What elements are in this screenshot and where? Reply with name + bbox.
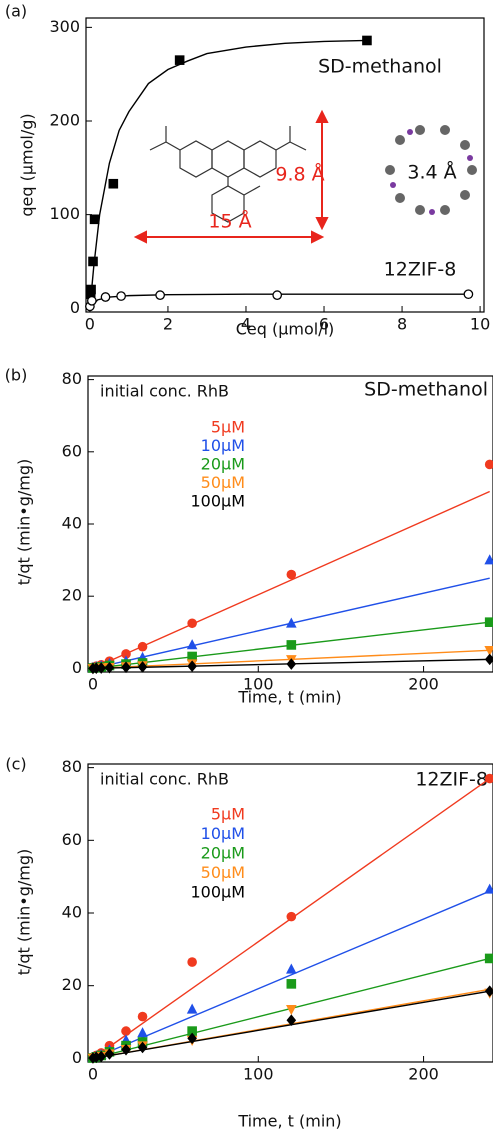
x-tick-label: 2	[163, 315, 173, 334]
y-axis-label: t/qt (min•g/mg)	[15, 459, 34, 586]
y-tick-label: 60	[62, 441, 82, 460]
series-label: 12ZIF-8	[384, 259, 457, 281]
plot-frame	[88, 376, 493, 672]
x-tick-label: 200	[408, 1065, 439, 1084]
series-label: SD-methanol	[318, 56, 442, 78]
data-point	[485, 985, 493, 997]
legend-entry: 100μM	[190, 883, 245, 902]
y-tick-label: 100	[49, 204, 80, 223]
panel-label: (c)	[5, 755, 26, 774]
data-point	[485, 617, 493, 627]
data-point	[287, 979, 297, 989]
data-point	[485, 460, 493, 470]
data-point	[287, 912, 297, 922]
x-tick-label: 100	[243, 1065, 274, 1084]
data-point	[485, 654, 493, 666]
data-point	[101, 293, 109, 301]
x-axis-label: Time, t (min)	[237, 688, 341, 707]
legend-entry: 20μM	[201, 455, 245, 474]
data-point	[286, 964, 297, 974]
data-point	[187, 618, 197, 628]
data-point	[187, 1004, 198, 1014]
data-point	[287, 640, 297, 650]
data-point	[138, 642, 148, 652]
y-tick-label: 300	[49, 17, 80, 36]
y-tick-label: 40	[62, 903, 82, 922]
data-point	[156, 291, 164, 299]
y-tick-label: 80	[62, 369, 82, 388]
data-point	[485, 954, 493, 964]
data-point	[273, 291, 281, 299]
y-tick-label: 0	[72, 1048, 82, 1067]
y-tick-label: 20	[62, 586, 82, 605]
data-point	[90, 215, 100, 225]
data-point	[187, 957, 197, 967]
y-tick-label: 80	[62, 757, 82, 776]
legend-entry: 50μM	[201, 473, 245, 492]
x-axis-label: Time, t (min)	[237, 1112, 341, 1131]
panel-label: (b)	[5, 366, 28, 385]
data-point	[86, 285, 96, 295]
data-point	[286, 1005, 297, 1015]
legend-entry: 5μM	[211, 418, 245, 437]
data-point	[484, 554, 493, 564]
x-axis-label: Ceq (μmol/l)	[236, 320, 335, 339]
y-axis-label: qeq (μmol/g)	[18, 113, 37, 216]
legend-entry: 50μM	[201, 863, 245, 882]
fit-line	[90, 40, 367, 308]
x-tick-label: 200	[408, 675, 439, 694]
data-point	[287, 570, 297, 580]
x-tick-label: 0	[85, 315, 95, 334]
y-tick-label: 20	[62, 975, 82, 994]
data-point	[484, 884, 493, 894]
y-axis-label: t/qt (min•g/mg)	[15, 849, 34, 976]
y-tick-label: 40	[62, 514, 82, 533]
legend-entry: 5μM	[211, 805, 245, 824]
panel-label: (a)	[5, 2, 27, 21]
chart-title: SD-methanol	[364, 379, 488, 401]
y-tick-label: 60	[62, 830, 82, 849]
x-tick-label: 10	[470, 315, 490, 334]
x-tick-label: 8	[397, 315, 407, 334]
y-tick-label: 0	[70, 298, 80, 317]
legend-entry: 100μM	[190, 492, 245, 511]
x-tick-label: 0	[88, 1065, 98, 1084]
data-point	[117, 292, 125, 300]
legend-entry: 10μM	[201, 436, 245, 455]
legend-entry: 20μM	[201, 844, 245, 863]
legend-title: initial conc. RhB	[100, 770, 229, 789]
annotation: 15 Å	[208, 210, 251, 233]
annotation: 9.8 Å	[275, 163, 324, 186]
y-tick-label: 200	[49, 110, 80, 129]
data-point	[187, 639, 198, 649]
data-point	[362, 36, 372, 46]
data-point	[137, 1027, 148, 1037]
y-tick-label: 0	[72, 658, 82, 677]
annotation: 3.4 Å	[407, 161, 456, 184]
figure: (a)01002003000246810Ceq (μmol/l)qeq (μmo…	[0, 0, 493, 1136]
data-point	[138, 1012, 148, 1022]
data-point	[88, 257, 98, 267]
data-point	[464, 290, 472, 298]
data-point	[109, 179, 119, 189]
legend-entry: 10μM	[201, 824, 245, 843]
legend-title: initial conc. RhB	[100, 382, 229, 401]
data-point	[175, 55, 185, 65]
data-point	[88, 297, 96, 305]
x-tick-label: 0	[88, 675, 98, 694]
